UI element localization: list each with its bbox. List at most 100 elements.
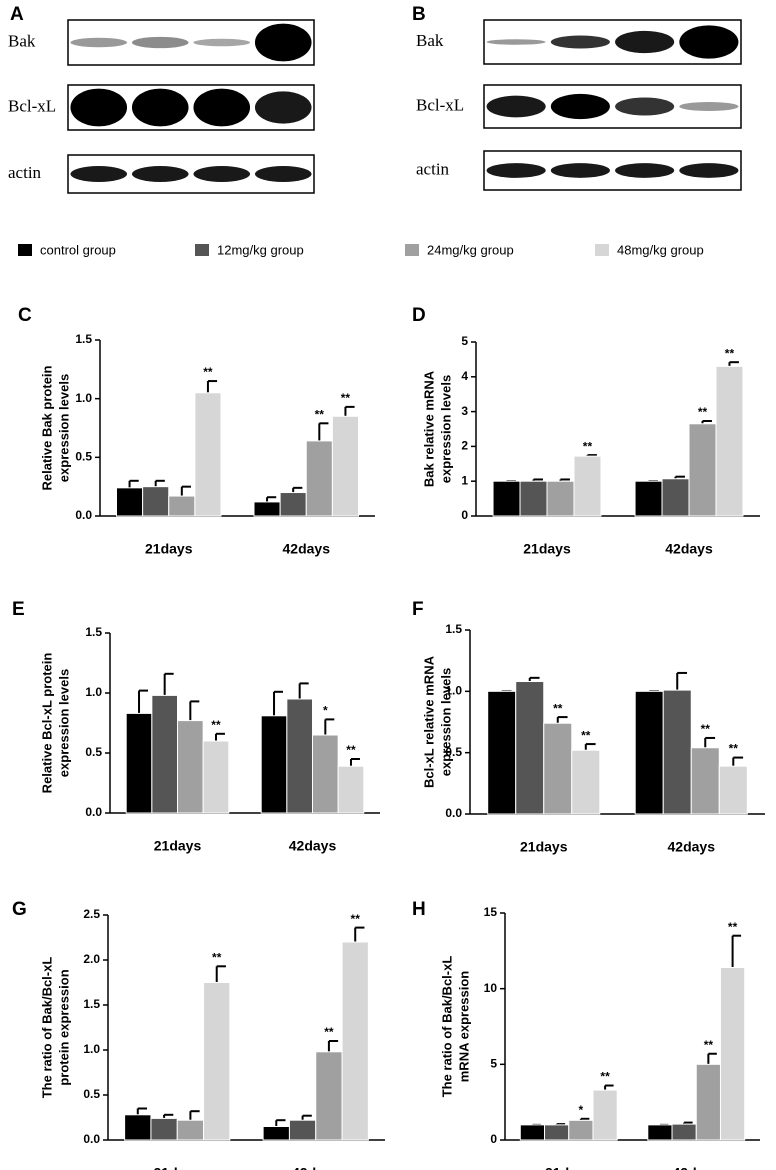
bar [286,698,314,814]
panel-letter: F [412,599,424,620]
blot-band [254,91,312,124]
blot-band [550,35,610,49]
y-tick-label: 2.5 [83,907,100,921]
x-tick-label: 42days [665,541,713,557]
legend-label: 48mg/kg group [617,242,704,257]
bar [661,478,690,517]
blot-band [193,166,251,182]
significance-label: ** [701,722,711,736]
bar [124,1114,152,1141]
x-tick-label: 21days [520,839,568,855]
y-tick-label: 1.0 [85,685,102,699]
significance-label: ** [341,391,351,405]
significance-label: ** [315,407,325,421]
x-tick-label: 21days [154,838,202,854]
significance-label: * [323,704,328,718]
bar [543,722,573,815]
blot-band [254,166,312,182]
blot-band [193,88,251,127]
blot-band [550,93,610,120]
bar [315,1051,343,1141]
blot-band [550,163,610,178]
y-tick-label: 2.0 [83,952,100,966]
y-tick-label: 1.5 [445,622,462,636]
bar [203,982,231,1141]
bar [690,747,720,815]
blot-label: Bak [416,31,444,50]
bar [331,415,359,517]
y-tick-label: 3 [461,404,468,418]
blot-band [131,36,189,49]
panel-letter: C [18,305,32,326]
significance-label: ** [728,920,738,934]
bar [695,1063,721,1141]
y-tick-label: 15 [484,905,498,919]
y-tick-label: 1.5 [85,625,102,639]
x-tick-label: 21days [154,1165,202,1170]
x-tick-label: 21days [145,541,193,557]
bar [718,765,748,815]
bar [715,365,744,517]
bar [573,455,602,517]
y-axis-label: expression levels [438,668,453,776]
y-tick-label: 5 [461,334,468,348]
x-tick-label: 42days [283,541,331,557]
blot-band [254,23,312,62]
significance-label: * [579,1103,584,1117]
bar [312,734,339,814]
bar [177,720,204,814]
blot-label: actin [8,163,42,182]
significance-label: ** [351,912,361,926]
blot-band [615,30,675,54]
legend-swatch [595,244,609,256]
bar [634,690,664,815]
significance-label: ** [553,701,563,715]
y-tick-label: 1.5 [83,997,100,1011]
y-tick-label: 0.0 [75,508,92,522]
y-tick-label: 10 [484,981,498,995]
y-tick-label: 0.5 [85,745,102,759]
y-axis-label: protein expression [56,969,71,1085]
legend-label: 12mg/kg group [217,242,304,257]
significance-label: ** [704,1038,714,1052]
blot-band [70,166,128,182]
blot-band [70,37,128,48]
bar [305,440,333,517]
y-tick-label: 0.5 [75,450,92,464]
significance-label: ** [212,950,222,964]
y-axis-label: The ratio of Bak/Bcl-xL [39,957,54,1099]
y-tick-label: 5 [490,1057,497,1071]
y-axis-label: expression levels [56,374,71,482]
bar [568,1119,594,1141]
x-tick-label: 42days [289,838,337,854]
panel-letter: A [10,4,24,25]
bar [116,487,144,517]
bar [142,486,170,517]
bar [260,715,288,814]
blot-band [131,88,189,127]
significance-label: ** [600,1070,610,1084]
bar [151,694,179,814]
blot-band [615,97,675,116]
significance-label: ** [698,405,708,419]
bar [262,1126,290,1141]
y-tick-label: 0 [490,1132,497,1146]
y-axis-label: expression levels [438,375,453,483]
bar [519,480,548,517]
blot-label: Bak [8,31,36,50]
blot-label: actin [416,159,450,178]
y-tick-label: 1.0 [75,391,92,405]
bar [279,492,307,517]
y-axis-label: mRNA expression [456,971,471,1083]
bar [519,1124,546,1141]
panel-letter: H [412,899,426,920]
significance-label: ** [729,742,739,756]
y-tick-label: 1.0 [445,684,462,698]
y-tick-label: 0.5 [445,745,462,759]
legend-swatch [405,244,419,256]
bar [176,1119,205,1141]
blot-band [679,25,739,59]
y-tick-label: 1 [461,473,468,487]
y-axis-label: Bak relative mRNA [421,370,436,487]
legend-swatch [195,244,209,256]
